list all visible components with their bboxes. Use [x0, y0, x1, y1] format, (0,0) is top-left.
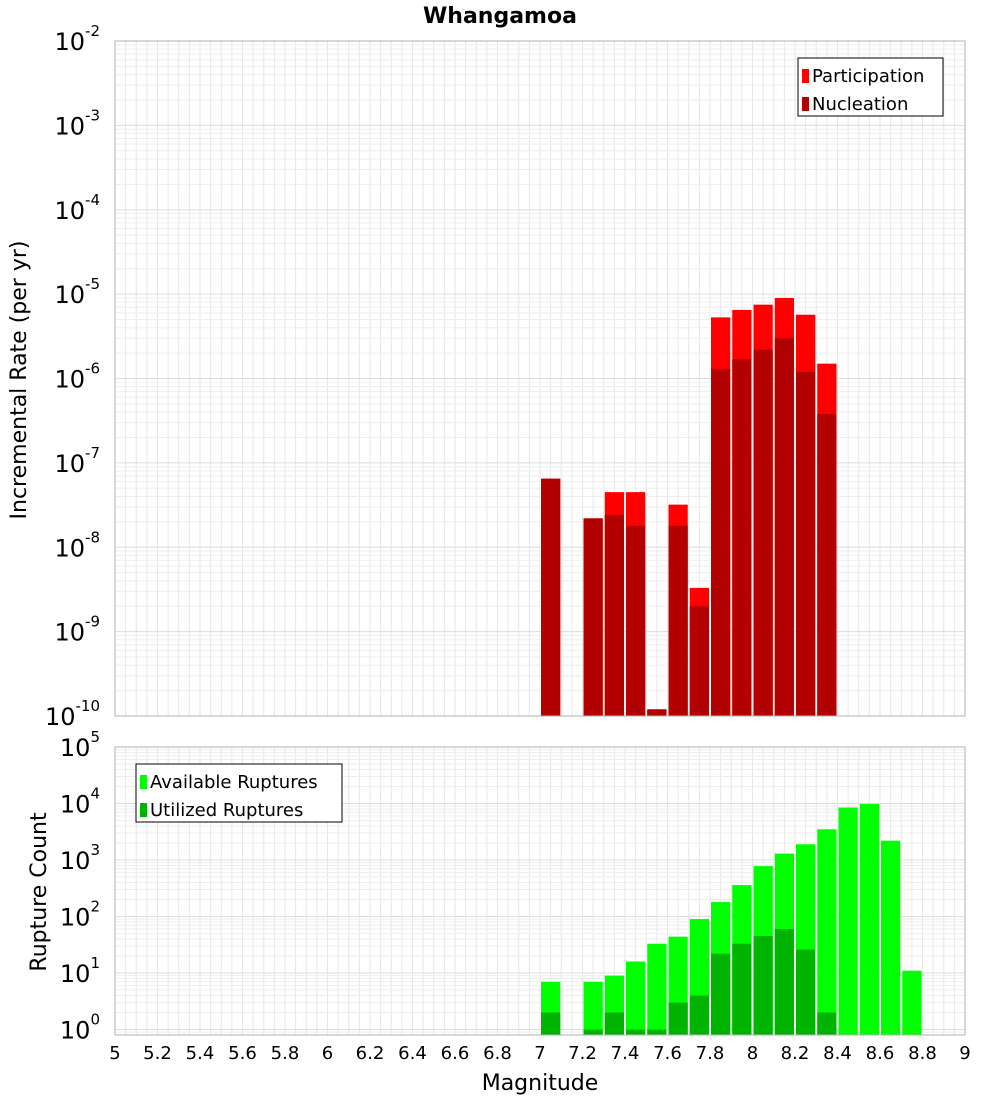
bar-available-ruptures: [881, 840, 901, 1035]
bar-nucleation: [732, 359, 752, 716]
legend-box: [135, 763, 343, 823]
bar-utilized-ruptures: [604, 1012, 624, 1035]
plot-frame: [114, 40, 966, 717]
x-tick-label: 8: [747, 1043, 758, 1064]
bar-utilized-ruptures: [753, 936, 773, 1035]
chart-title: Whangamoa: [423, 4, 577, 29]
y-tick-label: 10-9: [54, 613, 100, 647]
x-tick-label: 7.4: [611, 1043, 640, 1064]
bar-available-ruptures: [626, 961, 646, 1035]
y-tick-label: 104: [60, 785, 100, 819]
grid-lines: [114, 40, 966, 717]
bar-nucleation: [626, 525, 646, 716]
bar-utilized-ruptures: [774, 929, 794, 1035]
legend-swatch: [140, 775, 147, 789]
bar-nucleation: [647, 709, 667, 716]
x-tick-label: 5.4: [186, 1043, 215, 1064]
rate-panel: 10-10 10-9 10-8 10-7 10-6 10-5 10-4 10-3 10-2 Par…: [45, 22, 966, 731]
bar-nucleation: [817, 413, 837, 716]
y-tick-label: 10-8: [54, 528, 100, 562]
y-tick-label: 10-6: [54, 360, 100, 394]
bar-nucleation: [796, 371, 816, 716]
plot-frame: [114, 746, 966, 1036]
y-tick-label: 103: [60, 841, 100, 875]
x-tick-label: 6.6: [441, 1043, 470, 1064]
bar-nucleation: [668, 525, 688, 716]
y-tick-label: 105: [60, 728, 100, 762]
y-tick-label: 10-10: [45, 697, 100, 731]
x-tick-label: 8.4: [823, 1043, 852, 1064]
bar-utilized-ruptures: [732, 943, 752, 1035]
bar-available-ruptures: [583, 981, 603, 1035]
y-tick-label: 102: [60, 898, 100, 932]
x-tick-label: 6.8: [483, 1043, 512, 1064]
x-tick-label: 6.4: [398, 1043, 427, 1064]
x-tick-label: 8.2: [781, 1043, 810, 1064]
bar-utilized-ruptures: [689, 995, 709, 1035]
bar-utilized-ruptures: [668, 1002, 688, 1035]
y-tick-labels: 100 101 102 103 104 105: [60, 728, 100, 1045]
x-tick-label: 7.8: [696, 1043, 725, 1064]
y-tick-label: 10-2: [54, 22, 100, 56]
x-tick-labels: 5 5.2 5.4 5.6 5.8 6 6.2 6.4 6.6 6.8 7 7.2 7.4 7.6 7.8 8…: [109, 1043, 970, 1064]
bar-utilized-ruptures: [583, 1029, 603, 1035]
x-tick-label: 5: [109, 1043, 120, 1064]
legend-entry: Available Ruptures: [150, 772, 318, 793]
x-tick-label: 5.2: [143, 1043, 172, 1064]
bar-utilized-ruptures: [796, 949, 816, 1035]
bar-utilized-ruptures: [711, 953, 731, 1035]
y-tick-label: 10-3: [54, 106, 100, 140]
bar-utilized-ruptures: [647, 1029, 667, 1035]
legend: Participation Nucleation: [797, 57, 944, 117]
bar-nucleation: [753, 349, 773, 716]
x-tick-label: 5.6: [228, 1043, 257, 1064]
rate-y-axis-label: Incremental Rate (per yr): [7, 241, 32, 520]
x-tick-label: 7: [534, 1043, 545, 1064]
bar-available-ruptures: [859, 804, 879, 1035]
legend-box: [797, 57, 944, 117]
bar-nucleation: [711, 368, 731, 716]
bar-available-ruptures: [902, 970, 922, 1035]
x-tick-label: 6.2: [356, 1043, 385, 1064]
y-tick-labels: 10-10 10-9 10-8 10-7 10-6 10-5 10-4 10-3 10-2: [45, 22, 100, 731]
legend-entry: Nucleation: [812, 94, 908, 115]
series-nucleation: [541, 338, 837, 716]
series-utilized-ruptures: [541, 929, 837, 1035]
x-axis-label: Magnitude: [482, 1071, 599, 1096]
bar-utilized-ruptures: [817, 1012, 837, 1035]
legend-swatch: [140, 803, 147, 817]
bar-available-ruptures: [647, 943, 667, 1035]
bar-available-ruptures: [838, 807, 858, 1035]
x-tick-label: 7.2: [568, 1043, 597, 1064]
count-y-axis-label: Rupture Count: [27, 812, 52, 972]
bar-utilized-ruptures: [626, 1029, 646, 1035]
y-tick-label: 10-7: [54, 444, 100, 478]
legend-swatch: [802, 97, 809, 111]
count-panel: 100 101 102 103 104 105 5 5.2 5.4 5.6 5.8 6 6.2 6.4 6.…: [60, 728, 971, 1064]
bar-nucleation: [541, 478, 561, 716]
legend-entry: Utilized Ruptures: [150, 800, 303, 821]
x-tick-label: 9: [959, 1043, 970, 1064]
bar-nucleation: [774, 338, 794, 716]
x-tick-label: 6: [322, 1043, 333, 1064]
bar-nucleation: [583, 518, 603, 716]
y-tick-label: 100: [60, 1011, 100, 1045]
y-tick-label: 10-5: [54, 275, 100, 309]
x-tick-label: 7.6: [653, 1043, 682, 1064]
legend-swatch: [802, 69, 809, 83]
legend-entry: Participation: [812, 66, 924, 87]
bar-nucleation: [604, 515, 624, 716]
x-tick-label: 5.8: [271, 1043, 300, 1064]
bar-available-ruptures: [817, 829, 837, 1035]
y-tick-label: 10-4: [54, 191, 100, 225]
x-tick-label: 8.6: [866, 1043, 895, 1064]
bar-nucleation: [689, 606, 709, 716]
x-tick-label: 8.8: [908, 1043, 937, 1064]
y-tick-label: 101: [60, 954, 100, 988]
legend: Available Ruptures Utilized Ruptures: [135, 763, 343, 823]
bar-utilized-ruptures: [541, 1012, 561, 1035]
